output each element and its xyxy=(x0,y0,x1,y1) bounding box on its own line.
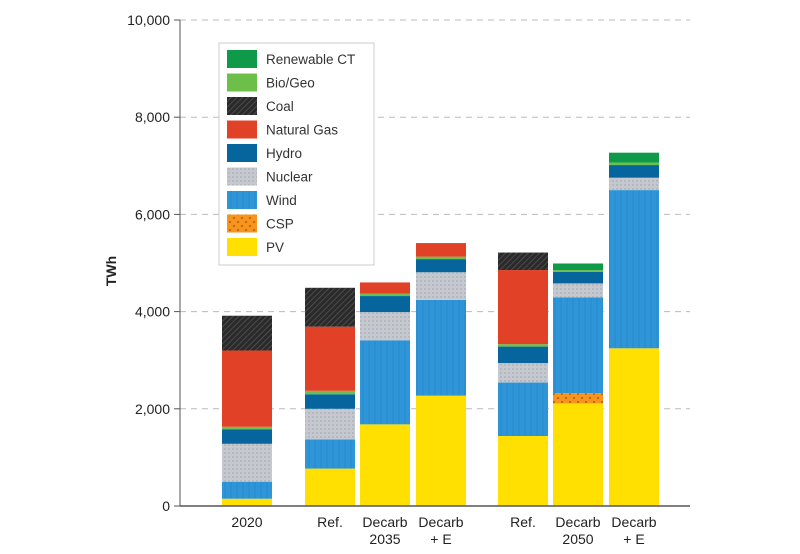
bar-segment-natural-gas xyxy=(416,243,466,257)
y-tick-label: 6,000 xyxy=(135,206,170,222)
bar-segment-renewable-ct xyxy=(609,152,659,163)
bar-segment-hydro xyxy=(416,259,466,273)
x-tick-label: Decarb xyxy=(611,514,656,530)
bar-segment-bio-geo xyxy=(416,256,466,260)
bar-segment-coal xyxy=(305,287,355,327)
bar-segment-wind xyxy=(609,190,659,349)
x-tick-label: Ref. xyxy=(510,514,536,530)
bar-segment-natural-gas xyxy=(360,282,410,294)
legend-label: Coal xyxy=(266,99,294,114)
x-tick-label: 2020 xyxy=(231,514,262,530)
legend-label: Wind xyxy=(266,193,297,208)
bar-segment-wind xyxy=(553,297,603,394)
bar-segment-wind xyxy=(498,382,548,437)
y-tick-label: 8,000 xyxy=(135,109,170,125)
bar-segment-hydro xyxy=(498,346,548,364)
bar-segment-pv xyxy=(609,348,659,506)
legend-label: Nuclear xyxy=(266,170,313,185)
y-tick-label: 2,000 xyxy=(135,401,170,417)
legend-swatch xyxy=(227,97,257,115)
bar-segment-pv xyxy=(553,403,603,506)
bar-segment-pv xyxy=(305,468,355,506)
bar-segment-hydro xyxy=(222,429,272,444)
bar-segment-pv xyxy=(498,436,548,506)
legend-swatch xyxy=(227,238,257,256)
bar-segment-wind xyxy=(305,439,355,469)
bar-segment-bio-geo xyxy=(609,162,659,166)
legend-swatch xyxy=(227,167,257,186)
y-axis-label: TWh xyxy=(103,256,119,286)
bar-segment-pv xyxy=(416,395,466,506)
bar-segment-nuclear xyxy=(360,312,410,341)
legend-label: Natural Gas xyxy=(266,123,338,138)
legend-label: Bio/Geo xyxy=(266,76,315,91)
x-tick-label: Ref. xyxy=(317,514,343,530)
legend-label: PV xyxy=(266,240,284,255)
bar-segment-bio-geo xyxy=(498,344,548,347)
bar-segment-bio-geo xyxy=(305,390,355,395)
bar-segment-wind xyxy=(222,481,272,499)
y-tick-label: 10,000 xyxy=(127,12,170,28)
bar-segment-nuclear xyxy=(609,177,659,191)
bar-segment-natural-gas xyxy=(305,326,355,391)
x-tick-label: 2050 xyxy=(562,531,593,547)
bar-segment-coal xyxy=(498,252,548,271)
x-tick-label: + E xyxy=(623,531,644,547)
legend-swatch xyxy=(227,73,257,92)
bar-segment-renewable-ct xyxy=(553,263,603,271)
bar-segment-hydro xyxy=(305,394,355,409)
x-tick-label: Decarb xyxy=(362,514,407,530)
bar-segment-pv xyxy=(360,424,410,506)
legend-label: Renewable CT xyxy=(266,52,355,67)
legend-swatch xyxy=(227,144,257,162)
bar-segment-nuclear xyxy=(416,272,466,300)
y-tick-label: 4,000 xyxy=(135,304,170,320)
bar-segment-hydro xyxy=(553,271,603,284)
y-tick-label: 0 xyxy=(162,498,170,514)
bar-segment-hydro xyxy=(360,296,410,313)
bar-segment-wind xyxy=(360,340,410,425)
bar-segment-bio-geo xyxy=(360,293,410,297)
bar-segment-natural-gas xyxy=(222,350,272,427)
bar-segment-bio-geo xyxy=(553,270,603,272)
legend-swatch xyxy=(227,214,257,233)
bar-segment-nuclear xyxy=(222,443,272,482)
bar-segment-nuclear xyxy=(498,363,548,383)
bar-segment-hydro xyxy=(609,165,659,178)
legend-swatch xyxy=(227,120,257,139)
legend-label: Hydro xyxy=(266,146,302,161)
x-tick-label: + E xyxy=(430,531,451,547)
legend-swatch xyxy=(227,50,257,68)
legend-label: CSP xyxy=(266,217,294,232)
bar-segment-nuclear xyxy=(553,283,603,298)
bar-segment-csp xyxy=(553,393,603,404)
bar-segment-bio-geo xyxy=(222,426,272,430)
bar-segment-nuclear xyxy=(305,408,355,440)
bar-segment-natural-gas xyxy=(498,270,548,345)
x-tick-label: Decarb xyxy=(418,514,463,530)
bar-segment-coal xyxy=(222,315,272,351)
x-tick-label: 2035 xyxy=(369,531,400,547)
x-tick-label: Decarb xyxy=(555,514,600,530)
bar-segment-wind xyxy=(416,299,466,396)
bar-segment-pv xyxy=(222,498,272,506)
legend-swatch xyxy=(227,191,257,209)
